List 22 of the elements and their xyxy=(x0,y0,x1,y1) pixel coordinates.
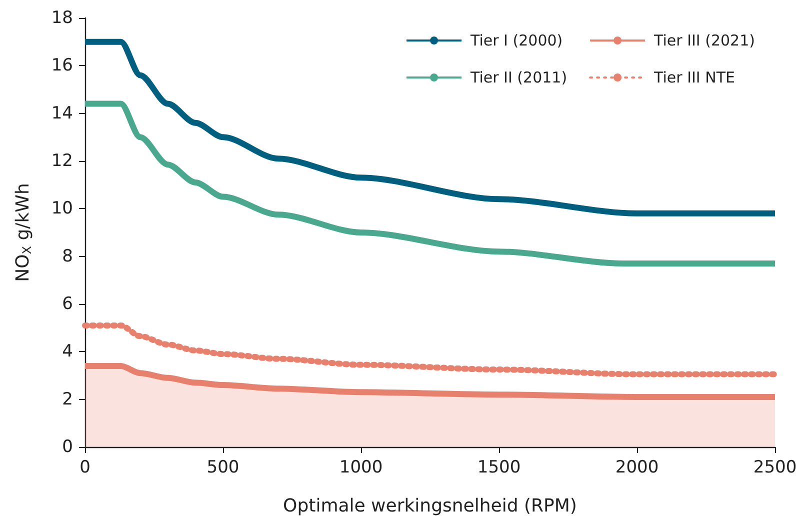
legend-label: Tier III (2021) xyxy=(653,32,756,50)
legend-label: Tier II (2011) xyxy=(470,68,568,86)
y-tick-label: 2 xyxy=(62,389,73,410)
y-tick-label: 18 xyxy=(51,8,73,28)
x-tick-label: 2000 xyxy=(615,458,659,478)
y-tick-label: 0 xyxy=(62,437,73,457)
y-tick-label: 12 xyxy=(51,151,73,171)
legend-label: Tier I (2000) xyxy=(470,32,563,50)
x-tick-label: 1500 xyxy=(477,458,521,478)
x-tick-label: 1000 xyxy=(339,458,383,478)
y-tick-label: 4 xyxy=(62,342,73,362)
y-tick-label: 6 xyxy=(62,294,73,314)
y-tick-label: 16 xyxy=(51,56,73,76)
y-tick-label: 8 xyxy=(62,246,73,266)
x-tick-label: 2500 xyxy=(753,458,797,478)
y-axis-title: NOX g/kWh xyxy=(12,183,34,282)
x-tick-label: 0 xyxy=(80,458,90,478)
y-tick-label: 10 xyxy=(51,198,73,219)
x-tick-label: 500 xyxy=(206,458,240,478)
x-axis-title: Optimale werkingsnelheid (RPM) xyxy=(283,496,577,516)
y-tick-label: 14 xyxy=(51,103,73,124)
legend-label: Tier III NTE xyxy=(653,68,735,86)
